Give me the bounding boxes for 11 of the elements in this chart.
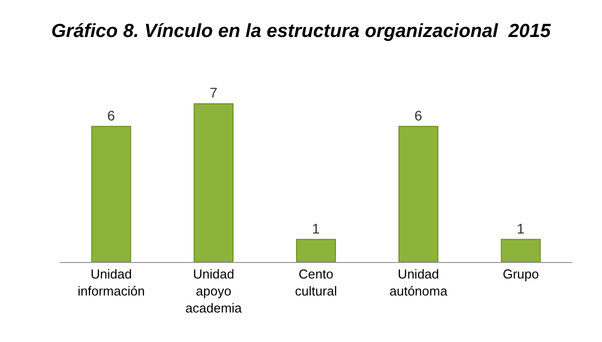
chart-title: Gráfico 8. Vínculo en la estructura organizacional 2015 (51, 21, 552, 42)
x-tick-label: Unidad información (78, 266, 145, 298)
x-tick-label: Grupo (502, 266, 539, 282)
x-tick-label: Cento cultural (295, 266, 338, 298)
x-tick-label: Unidad autónoma (389, 266, 448, 298)
data-label: 1 (516, 220, 525, 236)
data-label: 7 (210, 84, 218, 101)
data-label: 1 (312, 220, 320, 236)
data-label: 6 (414, 107, 422, 124)
x-tick-label: Unidad apoyo academia (185, 266, 243, 316)
data-label: 6 (107, 107, 116, 124)
